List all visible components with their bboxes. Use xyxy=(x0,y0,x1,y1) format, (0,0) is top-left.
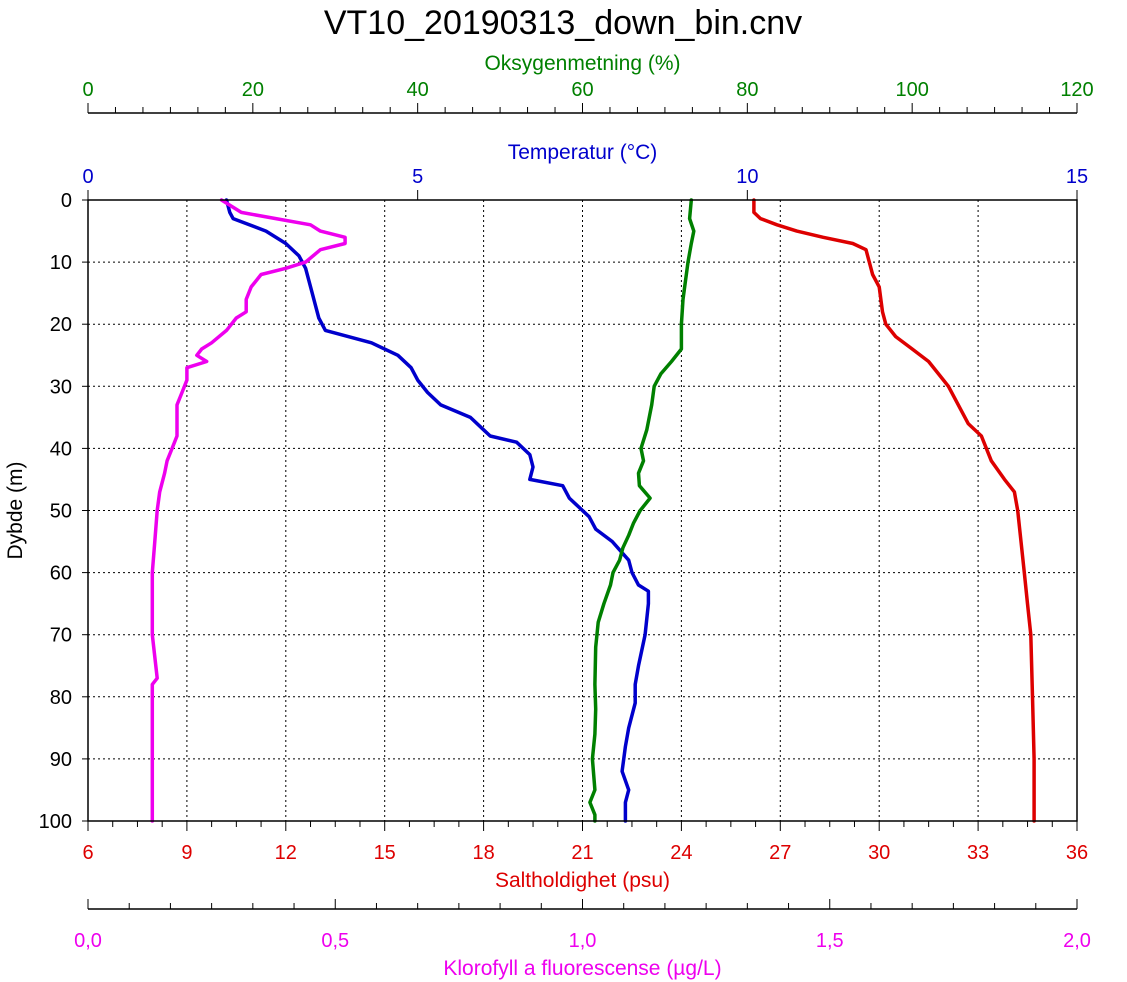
x-axis-title: Saltholdighet (psu) xyxy=(495,869,670,892)
x-axis-chlorophyll: 0,0 0,5 1,0 1,5 2,0 Klorofyll a fluorescense … xyxy=(74,899,1091,980)
x-axis-tick-label: 0,5 xyxy=(321,930,349,952)
y-axis-tick-label: 80 xyxy=(50,687,72,709)
x-axis-tick-label: 0 xyxy=(82,79,93,101)
x-axis-tick-label: 0,0 xyxy=(74,930,102,952)
x-axis-tick-label: 1,5 xyxy=(816,930,844,952)
x-axis-title: Oksygenmetning (%) xyxy=(484,52,680,75)
x-axis-tick-label: 5 xyxy=(412,166,423,188)
series-line-chlorophyll xyxy=(150,198,347,823)
x-axis-tick-label: 6 xyxy=(82,842,93,864)
y-axis-label: Dybde (m) xyxy=(4,461,27,559)
x-axis-tick-label: 21 xyxy=(571,842,593,864)
y-axis-tick-label: 60 xyxy=(50,563,72,585)
x-axis-tick-label: 10 xyxy=(736,166,758,188)
series-line-oxygen xyxy=(588,198,696,823)
x-axis-tick-label: 100 xyxy=(895,79,928,101)
y-axis-tick-label: 30 xyxy=(50,376,72,398)
x-axis-tick-label: 12 xyxy=(275,842,297,864)
x-axis-tick-label: 27 xyxy=(769,842,791,864)
x-axis-salinity: 6 9 12 15 18 21 24 27 30 33 36 Saltholdighet (psu) xyxy=(82,821,1088,892)
x-axis-tick-label: 40 xyxy=(407,79,429,101)
x-axis-tick-label: 24 xyxy=(670,842,692,864)
x-axis-tick-label: 36 xyxy=(1066,842,1088,864)
series-layer xyxy=(150,198,1036,823)
y-axis-tick-label: 0 xyxy=(61,190,72,212)
x-axis-tick-label: 15 xyxy=(1066,166,1088,188)
y-axis-tick-label: 50 xyxy=(50,501,72,523)
x-axis-tick-label: 33 xyxy=(967,842,989,864)
x-axis-oxygen: 0 20 40 60 80 100 120 Oksygenmetning (%) xyxy=(82,52,1094,114)
x-axis-tick-label: 20 xyxy=(242,79,264,101)
x-axis-tick-label: 1,0 xyxy=(569,930,597,952)
x-axis-tick-label: 15 xyxy=(374,842,396,864)
x-axis-tick-label: 18 xyxy=(472,842,494,864)
y-axis-tick-label: 100 xyxy=(39,811,72,833)
x-axis-tick-label: 2,0 xyxy=(1063,930,1091,952)
y-axis-tick-label: 70 xyxy=(50,625,72,647)
x-axis-tick-label: 0 xyxy=(82,166,93,188)
x-axis-title: Klorofyll a fluorescense (µg/L) xyxy=(443,957,721,980)
chart-title: VT10_20190313_down_bin.cnv xyxy=(324,4,802,42)
y-axis-tick-label: 90 xyxy=(50,749,72,771)
x-axis-tick-label: 30 xyxy=(868,842,890,864)
x-axis-title: Temperatur (°C) xyxy=(508,141,658,164)
y-axis-tick-label: 10 xyxy=(50,252,72,274)
x-axis-tick-label: 60 xyxy=(571,79,593,101)
y-axis-tick-label: 20 xyxy=(50,314,72,336)
x-axis-tick-label: 80 xyxy=(736,79,758,101)
x-axis-tick-label: 120 xyxy=(1060,79,1093,101)
plot-frame xyxy=(87,199,1078,822)
series-line-salinity xyxy=(752,198,1036,823)
series-line-temperature xyxy=(224,198,651,823)
x-axis-temperature: 0 5 10 15 Temperatur (°C) xyxy=(82,141,1088,200)
y-axis-tick-label: 40 xyxy=(50,438,72,460)
x-axis-tick-label: 9 xyxy=(181,842,192,864)
